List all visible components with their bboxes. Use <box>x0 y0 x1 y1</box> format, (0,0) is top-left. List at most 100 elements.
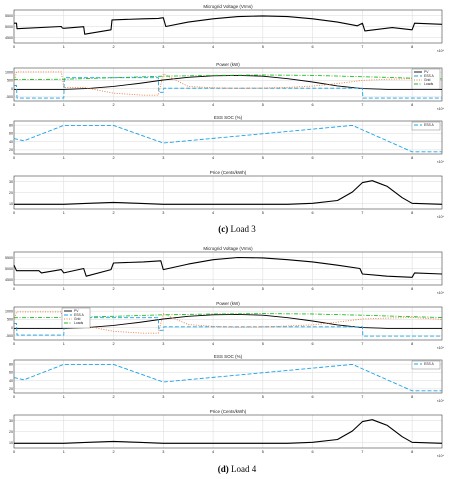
legend-label: ESS A <box>424 74 435 78</box>
x-tick-label: 3 <box>162 45 164 49</box>
x-tick-label: 3 <box>162 395 164 399</box>
x-tick-label: 7 <box>361 103 363 107</box>
legend-label: ESS A <box>424 123 435 127</box>
x-tick-label: 4 <box>212 103 214 107</box>
x-tick-label: 3 <box>162 211 164 215</box>
y-tick-label: 10 <box>9 202 13 206</box>
x-tick-label: 6 <box>312 211 314 215</box>
legend-box <box>411 68 441 90</box>
x-tick-label: 5 <box>262 287 264 291</box>
y-tick-label: 40 <box>9 379 13 383</box>
x-tick-label: 6 <box>312 395 314 399</box>
y-tick-label: 20 <box>9 387 13 391</box>
y-tick-label: 20 <box>9 191 13 195</box>
x-tick-label: 7 <box>361 287 363 291</box>
series-line-ess-a <box>14 77 442 99</box>
x-tick-label: 5 <box>262 395 264 399</box>
series-line-ess-a <box>13 124 442 153</box>
panel-title: Power (kW) <box>216 301 240 306</box>
x-tick-label: 5 <box>262 211 264 215</box>
x-tick-label: 5 <box>262 450 264 454</box>
panel-title: Price (Cents/kWh) <box>210 170 247 175</box>
y-tick-label: 10 <box>9 441 13 445</box>
y-tick-label: 40 <box>9 140 13 144</box>
y-tick-label: 4500 <box>5 278 13 282</box>
x-tick-label: 6 <box>312 342 314 346</box>
series-line-main <box>14 180 443 205</box>
x-tick-label: 2 <box>112 395 114 399</box>
y-tick-label: 1000 <box>5 70 13 74</box>
legend-label: Grid <box>74 317 81 321</box>
panel-d-2: Power (kW)0 1 2 3 4 5 6 7 810005000-500×10⁴PVESS… <box>5 301 445 350</box>
x-exponent-label: ×10⁴ <box>437 107 445 111</box>
x-exponent-label: ×10⁴ <box>437 49 445 53</box>
plot-frame <box>13 120 443 155</box>
x-tick-label: 1 <box>63 211 65 215</box>
caption-c-text: Load 3 <box>230 224 256 234</box>
x-exponent-label: ×10⁴ <box>437 160 445 164</box>
panel-title: Price (Cents/kWh) <box>210 409 247 414</box>
x-tick-label: 8 <box>411 395 413 399</box>
x-tick-label: 6 <box>312 45 314 49</box>
y-tick-label: 0 <box>11 87 13 91</box>
x-tick-label: 8 <box>411 450 413 454</box>
x-tick-label: 8 <box>411 45 413 49</box>
x-tick-label: 8 <box>411 103 413 107</box>
x-tick-label: 0 <box>13 45 15 49</box>
x-tick-label: 0 <box>13 103 15 107</box>
x-tick-label: 8 <box>411 211 413 215</box>
x-tick-label: 6 <box>312 103 314 107</box>
panel-c-2: Power (kW)0 1 2 3 4 5 6 7 810005000-500×10⁴PVESS… <box>5 62 445 111</box>
legend-label: PV <box>424 70 429 74</box>
y-tick-label: 0 <box>11 326 13 330</box>
panel-title: Microgrid Voltage (Vrms) <box>203 246 253 251</box>
x-tick-label: 6 <box>312 287 314 291</box>
x-tick-label: 4 <box>212 45 214 49</box>
panel-d-4: Price (Cents/kWh) 0 1 2 3 4 5 6 7 8 30 20 10 ×10⁴ <box>9 409 445 458</box>
y-tick-label: 20 <box>9 430 13 434</box>
x-tick-label: 7 <box>361 45 363 49</box>
panel-title: ESS SOC (%) <box>214 115 243 120</box>
x-tick-label: 2 <box>112 103 114 107</box>
x-tick-label: 3 <box>162 287 164 291</box>
panel-d-1: Microgrid Voltage (Vrms) 0 1 2 3 4 5 6 7 8 5500 500… <box>5 246 445 295</box>
x-tick-label: 0 <box>13 450 15 454</box>
x-tick-label: 1 <box>63 395 65 399</box>
x-tick-label: 1 <box>63 287 65 291</box>
y-tick-label: 30 <box>9 419 13 423</box>
y-tick-label: 80 <box>9 123 13 127</box>
panel-d-3: ESS SOC (%) 0 1 2 3 4 5 6 7 8 80 60 40 20 ×10⁴ ESS A <box>9 354 445 403</box>
x-tick-label: 8 <box>411 287 413 291</box>
x-tick-label: 7 <box>361 342 363 346</box>
x-tick-label: 7 <box>361 450 363 454</box>
caption-d-text: Load 4 <box>231 464 257 474</box>
y-tick-label: -500 <box>6 95 13 99</box>
panel-title: ESS SOC (%) <box>214 354 243 359</box>
x-tick-label: 4 <box>212 156 214 160</box>
plot-frame <box>13 175 443 210</box>
x-tick-label: 6 <box>312 450 314 454</box>
y-tick-label: -500 <box>6 334 13 338</box>
x-tick-label: 2 <box>112 342 114 346</box>
x-tick-label: 2 <box>112 211 114 215</box>
legend-label: Loads <box>74 321 84 325</box>
x-tick-label: 1 <box>63 156 65 160</box>
x-tick-label: 3 <box>162 342 164 346</box>
x-exponent-label: ×10⁴ <box>437 215 445 219</box>
plot-frame <box>13 359 443 394</box>
legend-label: Loads <box>424 82 434 86</box>
caption-d-label: (d) <box>217 464 229 474</box>
legend-box <box>61 307 91 329</box>
legend-label: ESS A <box>424 362 435 366</box>
x-tick-label: 3 <box>162 450 164 454</box>
legend-label: ESS A <box>74 313 85 317</box>
plot-frame <box>13 67 443 102</box>
series-line-ess-a <box>13 363 442 392</box>
caption-c-label: (c) <box>218 224 229 234</box>
x-tick-label: 4 <box>212 342 214 346</box>
y-tick-label: 60 <box>9 132 13 136</box>
x-exponent-label: ×10⁴ <box>437 454 445 458</box>
x-exponent-label: ×10⁴ <box>437 291 445 295</box>
y-tick-label: 500 <box>7 79 13 83</box>
